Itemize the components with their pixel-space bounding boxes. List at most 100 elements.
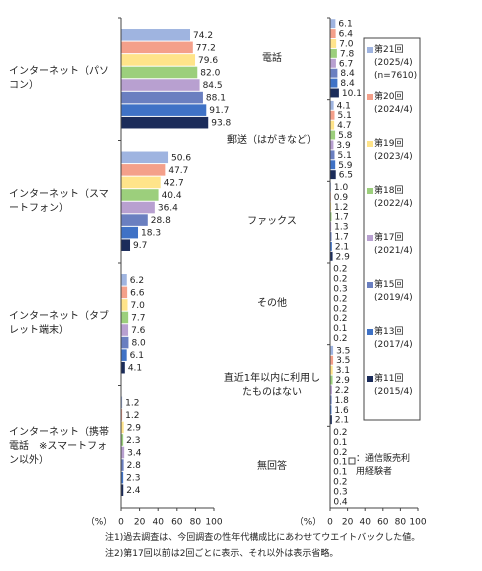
value-label: 18.3 xyxy=(141,229,161,239)
value-label: 6.6 xyxy=(130,288,145,298)
bar xyxy=(121,29,191,41)
bar xyxy=(330,29,336,39)
value-label: 0.2 xyxy=(333,294,347,304)
value-label: 0.2 xyxy=(333,428,347,438)
bar xyxy=(121,116,209,129)
legend-swatch xyxy=(367,329,373,335)
legend-label: 第18回 (2022/4) xyxy=(374,186,413,209)
legend-label: 第17回 (2021/4) xyxy=(374,233,413,256)
x-tick-label: 60 xyxy=(377,518,389,528)
value-label: 36.4 xyxy=(158,204,178,214)
value-label: 0.4 xyxy=(333,497,348,507)
value-label: 3.5 xyxy=(336,346,350,356)
bar xyxy=(121,214,148,226)
bar xyxy=(330,241,332,251)
value-label: 2.9 xyxy=(127,423,142,433)
bar xyxy=(330,68,338,78)
value-label: 7.7 xyxy=(131,313,145,323)
bar xyxy=(330,415,332,425)
legend-label: 第15回 (2019/4) xyxy=(374,280,413,303)
value-label: 50.6 xyxy=(171,153,191,163)
value-label: 7.6 xyxy=(131,326,146,336)
bar xyxy=(121,189,159,201)
value-label: 1.2 xyxy=(334,203,348,213)
bar xyxy=(121,471,124,484)
bar xyxy=(121,421,124,434)
value-label: 5.8 xyxy=(338,131,353,141)
category-label: 直近1年以内に利用したものはない xyxy=(223,372,321,398)
bar xyxy=(121,286,128,299)
value-label: 0.2 xyxy=(333,304,347,314)
value-label: 2.2 xyxy=(335,386,349,396)
x-tick-label: 0 xyxy=(118,518,124,528)
x-tick-label: 40 xyxy=(152,518,164,528)
value-label: 2.3 xyxy=(126,474,140,484)
value-label: 79.6 xyxy=(198,56,218,66)
bar xyxy=(121,239,131,251)
footnote: 注1)過去調査は、今回調査の性年代構成比にあわせてウエイトバックした値。 xyxy=(105,533,421,543)
x-tick-label: 80 xyxy=(190,518,202,528)
x-tick-label: 0 xyxy=(327,518,333,528)
bar xyxy=(330,202,332,212)
value-label: 40.4 xyxy=(162,191,182,201)
legend-swatch xyxy=(367,235,373,241)
footnote: 注2)第17回以前は2回ごとに表示、それ以外は表示省略。 xyxy=(105,549,339,559)
value-label: 3.4 xyxy=(127,449,142,459)
legend-label: 第13回 (2017/4) xyxy=(374,327,413,350)
value-label: 0.1 xyxy=(333,468,347,478)
bar xyxy=(330,365,333,375)
bar xyxy=(330,355,334,365)
value-label: 5.1 xyxy=(337,151,351,161)
bar xyxy=(121,164,166,176)
value-label: 2.4 xyxy=(126,486,141,496)
value-label: 4.1 xyxy=(128,364,142,374)
category-label: インターネット（タブレット端末） xyxy=(9,311,109,337)
bar xyxy=(121,79,200,91)
bar xyxy=(121,299,128,311)
value-label: 4.7 xyxy=(337,121,351,131)
value-label: 5.9 xyxy=(338,161,353,171)
x-tick-label: 80 xyxy=(395,518,407,528)
category-label: ファックス xyxy=(247,216,297,228)
value-label: 42.7 xyxy=(164,178,184,188)
legend-label: 第20回 (2024/4) xyxy=(374,92,413,115)
bar xyxy=(330,251,333,261)
bar xyxy=(330,345,334,355)
bar xyxy=(330,48,337,58)
value-label: 4.1 xyxy=(337,101,351,111)
value-label: 6.2 xyxy=(130,276,144,286)
value-label: 0.2 xyxy=(333,334,347,344)
bar xyxy=(121,274,127,286)
legend-swatch xyxy=(367,188,373,194)
bar xyxy=(121,176,161,189)
value-label: 8.4 xyxy=(340,79,355,89)
value-label: 1.2 xyxy=(125,411,139,421)
value-label: 7.0 xyxy=(131,301,146,311)
value-label: 3.1 xyxy=(336,366,350,376)
value-label: 1.7 xyxy=(334,233,348,243)
bar xyxy=(330,385,332,395)
bar xyxy=(121,54,196,66)
bar xyxy=(121,226,139,239)
category-label: 郵送（はがきなど） xyxy=(227,134,317,146)
bar xyxy=(121,151,169,164)
category-label: その他 xyxy=(257,297,287,309)
bar xyxy=(330,78,338,88)
legend-swatch xyxy=(367,141,373,147)
value-label: 77.2 xyxy=(196,43,216,53)
bar xyxy=(121,361,125,374)
x-tick-label: 40 xyxy=(359,518,371,528)
value-label: 6.7 xyxy=(339,59,353,69)
bar xyxy=(121,336,129,349)
value-label: 0.2 xyxy=(333,314,347,324)
value-label: 6.4 xyxy=(339,30,354,40)
value-label: 0.2 xyxy=(333,478,347,488)
value-label: 6.1 xyxy=(130,351,144,361)
value-label: 9.7 xyxy=(133,241,147,251)
value-label: 0.1 xyxy=(333,324,347,334)
x-tick-label: 100 xyxy=(409,518,426,528)
bar xyxy=(330,232,332,241)
value-label: 1.2 xyxy=(125,398,139,408)
